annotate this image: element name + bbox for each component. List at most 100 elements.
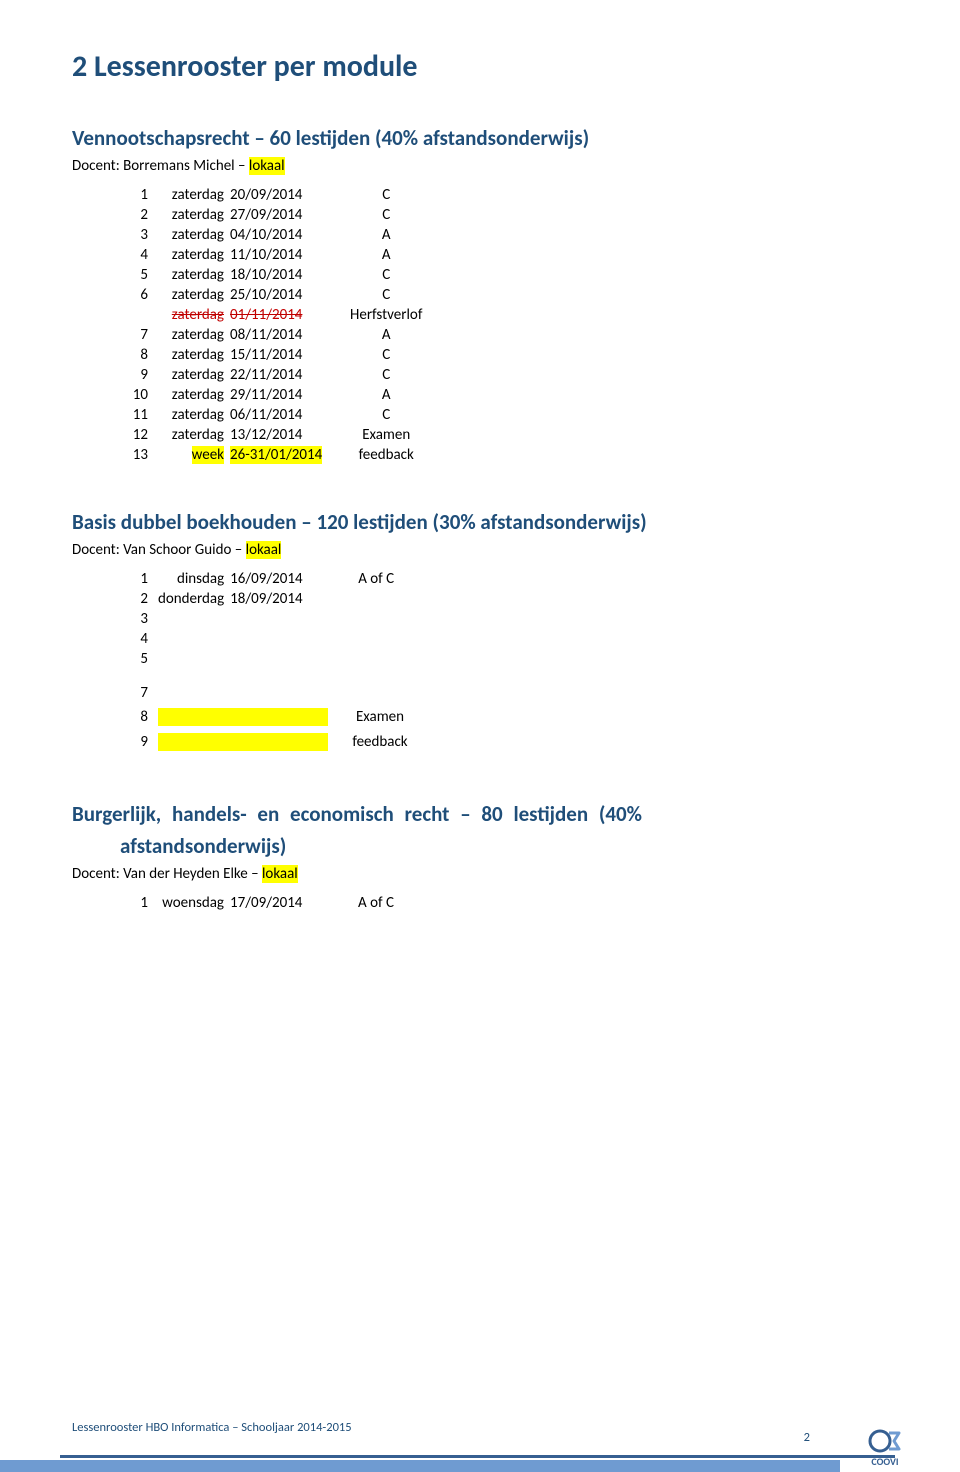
row-date: 17/09/2014 xyxy=(230,893,330,913)
module2-table-c: 8 Examen9feedback xyxy=(130,707,426,757)
row-day: zaterdag xyxy=(158,265,230,285)
row-day: zaterdag xyxy=(158,345,230,365)
footer-bar-top xyxy=(60,1455,895,1458)
table-row: zaterdag01/11/2014Herfstverlof xyxy=(130,305,432,325)
docent-highlight: lokaal xyxy=(249,157,285,175)
row-number: 6 xyxy=(130,285,158,305)
row-value xyxy=(330,609,422,629)
row-day: zaterdag xyxy=(158,325,230,345)
row-date: 13/12/2014 xyxy=(230,425,340,445)
table-row: 7 xyxy=(130,683,422,703)
row-value: Examen xyxy=(334,707,426,732)
row-value: C xyxy=(340,285,432,305)
row-number: 9 xyxy=(130,365,158,385)
docent-highlight: lokaal xyxy=(262,865,298,883)
row-value: C xyxy=(340,345,432,365)
row-date: 11/10/2014 xyxy=(230,245,340,265)
row-number: 1 xyxy=(130,185,158,205)
row-value: feedback xyxy=(334,732,426,757)
docent-text: Docent: Van Schoor Guido – xyxy=(72,541,246,559)
row-day: zaterdag xyxy=(158,185,230,205)
table-row: 2donderdag18/09/2014 xyxy=(130,589,422,609)
row-value: A of C xyxy=(330,569,422,589)
table-row: 4zaterdag11/10/2014A xyxy=(130,245,432,265)
row-number: 5 xyxy=(130,649,158,669)
row-date xyxy=(230,683,330,703)
row-value: C xyxy=(340,405,432,425)
row-value: A xyxy=(340,225,432,245)
table-row: 5 xyxy=(130,649,422,669)
footer-logo: COOVI xyxy=(868,1427,902,1467)
row-number: 10 xyxy=(130,385,158,405)
row-day xyxy=(158,707,334,732)
module1-title: Vennootschapsrecht – 60 lestijden (40% a… xyxy=(72,125,888,151)
row-day: zaterdag xyxy=(158,385,230,405)
row-number: 3 xyxy=(130,225,158,245)
module2-table-b: 7 xyxy=(130,683,422,703)
row-date: 15/11/2014 xyxy=(230,345,340,365)
module2-title: Basis dubbel boekhouden – 120 lestijden … xyxy=(72,509,888,535)
row-date: 18/09/2014 xyxy=(230,589,330,609)
row-value: C xyxy=(340,265,432,285)
row-number: 1 xyxy=(130,893,158,913)
table-row: 1zaterdag20/09/2014C xyxy=(130,185,432,205)
table-row: 11zaterdag06/11/2014C xyxy=(130,405,432,425)
row-date xyxy=(230,629,330,649)
row-value: A of C xyxy=(330,893,422,913)
row-date: 25/10/2014 xyxy=(230,285,340,305)
row-number xyxy=(130,305,158,325)
module3-title: Burgerlijk, handels- en economisch recht… xyxy=(72,801,888,827)
row-day: zaterdag xyxy=(158,285,230,305)
row-date: 16/09/2014 xyxy=(230,569,330,589)
table-row: 9feedback xyxy=(130,732,426,757)
row-day xyxy=(158,732,334,757)
row-day: donderdag xyxy=(158,589,230,609)
row-number: 2 xyxy=(130,589,158,609)
table-row: 8zaterdag15/11/2014C xyxy=(130,345,432,365)
row-number: 2 xyxy=(130,205,158,225)
table-row: 5zaterdag18/10/2014C xyxy=(130,265,432,285)
module2-docent: Docent: Van Schoor Guido – lokaal xyxy=(72,541,888,559)
row-number: 13 xyxy=(130,445,158,465)
row-number: 8 xyxy=(130,707,158,732)
footer-page-number: 2 xyxy=(804,1430,810,1445)
table-row: 1woensdag17/09/2014A of C xyxy=(130,893,422,913)
row-number: 4 xyxy=(130,245,158,265)
table-row: 3 xyxy=(130,609,422,629)
table-row: 3zaterdag04/10/2014A xyxy=(130,225,432,245)
module1-docent: Docent: Borremans Michel – lokaal xyxy=(72,157,888,175)
row-date: 22/11/2014 xyxy=(230,365,340,385)
page-footer: Lessenrooster HBO Informatica – Schoolja… xyxy=(0,1420,960,1463)
row-value: C xyxy=(340,205,432,225)
row-day xyxy=(158,683,230,703)
row-value xyxy=(330,589,422,609)
row-value xyxy=(330,683,422,703)
module3-table: 1woensdag17/09/2014A of C xyxy=(130,893,422,913)
module3-title-cont: afstandsonderwijs) xyxy=(120,833,888,859)
row-day: zaterdag xyxy=(158,225,230,245)
table-row: 8 Examen xyxy=(130,707,426,732)
module1-table: 1zaterdag20/09/2014C2zaterdag27/09/2014C… xyxy=(130,185,432,465)
row-date xyxy=(230,609,330,629)
row-date: 18/10/2014 xyxy=(230,265,340,285)
row-day xyxy=(158,629,230,649)
row-day: week xyxy=(158,445,230,465)
table-row: 13week26-31/01/2014feedback xyxy=(130,445,432,465)
footer-bar-bot xyxy=(0,1460,840,1472)
row-date: 26-31/01/2014 xyxy=(230,445,340,465)
docent-highlight: lokaal xyxy=(246,541,282,559)
row-value: A xyxy=(340,325,432,345)
row-value: feedback xyxy=(340,445,432,465)
docent-text: Docent: Borremans Michel – xyxy=(72,157,249,175)
table-row: 9zaterdag22/11/2014C xyxy=(130,365,432,385)
row-number: 12 xyxy=(130,425,158,445)
table-row: 4 xyxy=(130,629,422,649)
footer-text: Lessenrooster HBO Informatica – Schoolja… xyxy=(72,1420,888,1453)
row-date: 04/10/2014 xyxy=(230,225,340,245)
table-row: 10zaterdag29/11/2014A xyxy=(130,385,432,405)
row-value: A xyxy=(340,245,432,265)
row-day: zaterdag xyxy=(158,305,230,325)
row-day: zaterdag xyxy=(158,205,230,225)
docent-text: Docent: Van der Heyden Elke – xyxy=(72,865,262,883)
highlight-blank xyxy=(158,708,328,726)
